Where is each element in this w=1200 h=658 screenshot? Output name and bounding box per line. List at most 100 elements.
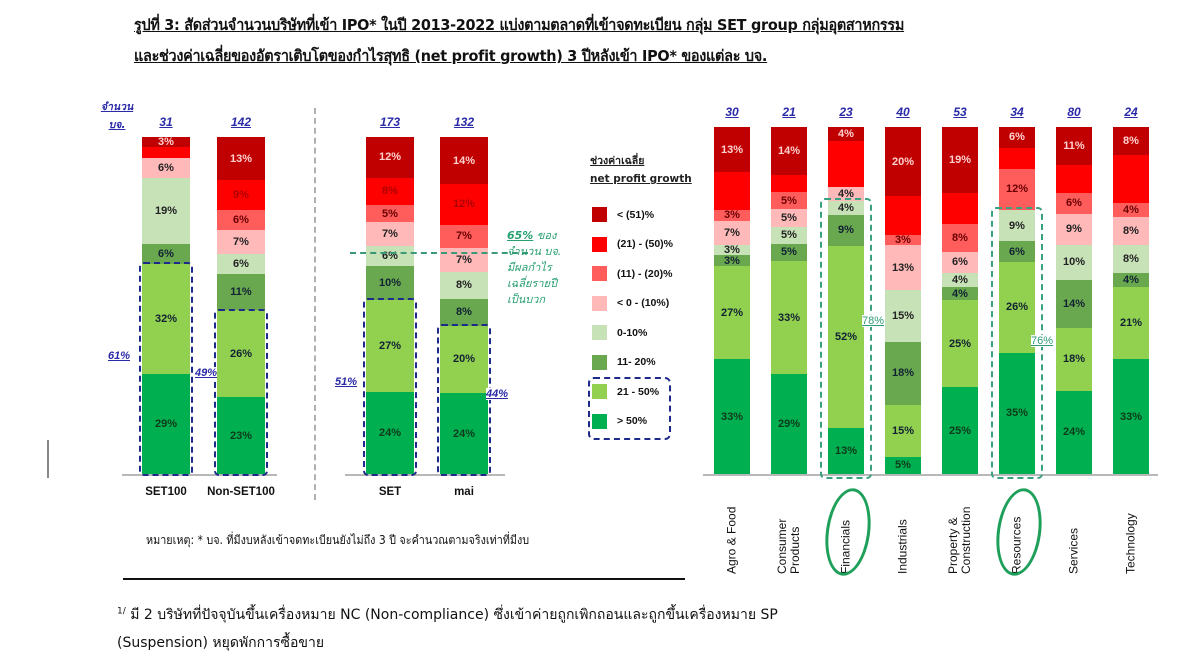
footnote-1-line-1: 1/ มี 2 บริษัทที่ปัจจุบันขึ้นเครื่องหมาย…: [117, 604, 778, 626]
sector-label-text: Property & Construction: [946, 506, 973, 574]
bar-count-label: 80: [1067, 105, 1081, 119]
bar-financials: 4% 4% 4% 9% 52% 13%: [828, 127, 864, 474]
sector-label-line: Agro & Food: [724, 506, 739, 574]
bar-segment: 13%: [885, 244, 921, 291]
bar-segment: 6%: [217, 210, 265, 231]
bar-segment: 7%: [440, 248, 488, 272]
bar-segment: 19%: [142, 178, 190, 244]
bar-segment: 33%: [1113, 359, 1149, 474]
legend-swatch: [592, 384, 607, 399]
bar-set100: 3% 6% 19% 6% 32% 29%: [142, 136, 190, 474]
bar-segment: 7%: [714, 220, 750, 245]
bar-segment: 4%: [828, 200, 864, 215]
legend-positive-box: [588, 377, 671, 440]
bar-segment: 6%: [999, 127, 1035, 148]
chart-baseline: [122, 474, 277, 476]
sector-label-text: Technology: [1123, 513, 1138, 574]
bar-agro-food: 13% 3% 7% 3% 3% 27% 33%: [714, 127, 750, 474]
x-axis-label-mai: mai: [454, 486, 474, 498]
sector-label-text: Consumer Products: [775, 519, 802, 574]
box-pct-set: 51%: [335, 376, 358, 388]
legend-item-11-20: (11) - (20)%: [592, 266, 672, 281]
bar-segment: 12%: [440, 184, 488, 225]
bar-segment: 27%: [714, 265, 750, 360]
legend-label: < 0 - (10%): [617, 297, 670, 309]
bar-segment: 10%: [366, 266, 414, 301]
sector-label-line: Industrials: [895, 519, 910, 574]
bar-segment: 3%: [885, 234, 921, 246]
bar-non-set100: 13% 9% 6% 7% 6% 11% 26% 23%: [217, 137, 265, 474]
count-axis-label: จำนวน บจ.: [92, 98, 142, 134]
legend-item-11-20: 11- 20%: [592, 354, 656, 370]
figure-title-line-1: รูปที่ 3: สัดส่วนจำนวนบริษัทที่เข้า IPO*…: [134, 16, 905, 34]
bar-segment: [714, 172, 750, 211]
bar-segment: 8%: [366, 177, 414, 206]
bar-segment: 52%: [828, 246, 864, 429]
annotation-65-line: มีผลกำไร: [507, 261, 552, 274]
bar-segment: 15%: [885, 404, 921, 457]
legend-swatch: [592, 413, 607, 429]
bar-segment: 8%: [1113, 244, 1149, 273]
bar-segment: 6%: [142, 243, 190, 265]
sector-label-line: Technology: [1123, 513, 1138, 574]
bar-technology: 8% 4% 8% 8% 4% 21% 33%: [1113, 127, 1149, 474]
chart-baseline: [703, 474, 1158, 476]
bar-resources: 6% 12% 9% 6% 26% 35%: [999, 127, 1035, 474]
bar-mai: 14% 12% 7% 7% 8% 8% 20% 24%: [440, 137, 488, 474]
box-pct-nonset100: 49%: [195, 367, 218, 379]
bar-segment: 8%: [1113, 217, 1149, 245]
bar-segment: 6%: [1056, 192, 1092, 214]
legend-swatch: [592, 266, 607, 281]
group-divider: [314, 108, 316, 500]
legend-label: 0-10%: [617, 326, 648, 339]
bar-consumer-products: 14% 5% 5% 5% 5% 33% 29%: [771, 127, 807, 474]
bar-segment: 18%: [885, 342, 921, 405]
bar-segment: 20%: [440, 325, 488, 394]
bar-segment: 29%: [142, 374, 190, 474]
bar-segment: 26%: [217, 310, 265, 398]
bar-segment: 7%: [366, 222, 414, 246]
bar-segment: 5%: [885, 456, 921, 474]
bar-industrials: 20% 3% 13% 15% 18% 15% 5%: [885, 127, 921, 474]
annotation-65-suffix: ของ: [533, 229, 557, 242]
bar-segment: 4%: [828, 186, 864, 201]
bar-segment: 18%: [1056, 328, 1092, 391]
legend-label: < (51)%: [617, 208, 655, 221]
bar-segment: 5%: [771, 226, 807, 244]
bar-segment: 10%: [1056, 244, 1092, 280]
bar-segment: 14%: [440, 137, 488, 185]
bar-count-label: 21: [782, 105, 796, 119]
bar-services: 11% 6% 9% 10% 14% 18% 24%: [1056, 127, 1092, 474]
sector-label-line: Construction: [959, 506, 973, 574]
bar-segment: 24%: [440, 393, 488, 474]
legend-title-en: net profit growth: [590, 173, 692, 185]
bar-segment: 27%: [366, 300, 414, 393]
annotation-65-pct: 65%: [507, 229, 534, 242]
bar-segment: [828, 141, 864, 187]
threshold-65-line: [350, 252, 528, 254]
legend-item-21-50: 21 - 50%: [592, 384, 659, 399]
bar-count-label: 30: [725, 105, 739, 119]
legend-label: (21) - (50)%: [617, 238, 674, 250]
bar-count-label: 132: [453, 115, 475, 129]
bar-segment: 12%: [999, 168, 1035, 211]
remark-note: หมายเหตุ: * บจ. ที่มีงบหลังเข้าจดทะเบียน…: [146, 533, 530, 547]
footnote-1-line-2: (Suspension) หยุดพักการซื้อขาย: [117, 635, 325, 651]
bar-segment: 13%: [714, 127, 750, 173]
legend: ช่วงค่าเฉลี่ย net profit growth: [590, 152, 692, 188]
bar-segment: 35%: [999, 352, 1035, 474]
sector-label-line: Products: [788, 526, 802, 574]
bar-count-label: 34: [1010, 105, 1024, 119]
bar-segment: 29%: [771, 374, 807, 474]
bar-count-label: 53: [953, 105, 967, 119]
annotation-65-line: จำนวน บจ.: [507, 245, 562, 258]
bar-segment: 12%: [366, 137, 414, 178]
legend-label: > 50%: [617, 415, 648, 427]
legend-item-0-10: 0-10%: [592, 325, 647, 340]
footnote-divider: [123, 578, 685, 580]
bar-segment: 19%: [942, 127, 978, 193]
bar-segment: 6%: [999, 241, 1035, 263]
footnote-1-text: มี 2 บริษัทที่ปัจจุบันขึ้นเครื่องหมาย NC…: [125, 607, 778, 623]
box-pct-set100: 61%: [108, 350, 131, 362]
legend-swatch: [592, 207, 607, 222]
